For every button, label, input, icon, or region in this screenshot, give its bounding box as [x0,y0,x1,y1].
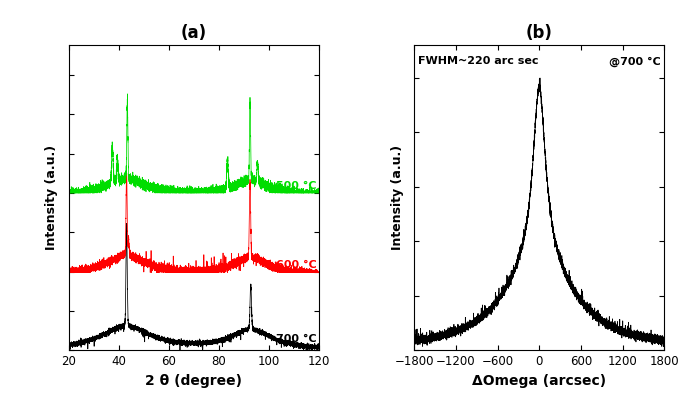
Text: 700 °C: 700 °C [276,334,317,344]
Y-axis label: Intensity (a.u.): Intensity (a.u.) [390,145,403,250]
X-axis label: ΔOmega (arcsec): ΔOmega (arcsec) [472,374,606,388]
X-axis label: 2 θ (degree): 2 θ (degree) [145,374,242,388]
Y-axis label: Intensity (a.u.): Intensity (a.u.) [45,145,58,250]
Text: 500 °C: 500 °C [276,181,317,191]
Title: (b): (b) [526,24,553,42]
Text: FWHM~220 arc sec: FWHM~220 arc sec [418,56,538,66]
Text: @700 °C: @700 °C [609,56,661,67]
Title: (a): (a) [181,24,207,42]
Text: 600 °C: 600 °C [276,260,317,269]
